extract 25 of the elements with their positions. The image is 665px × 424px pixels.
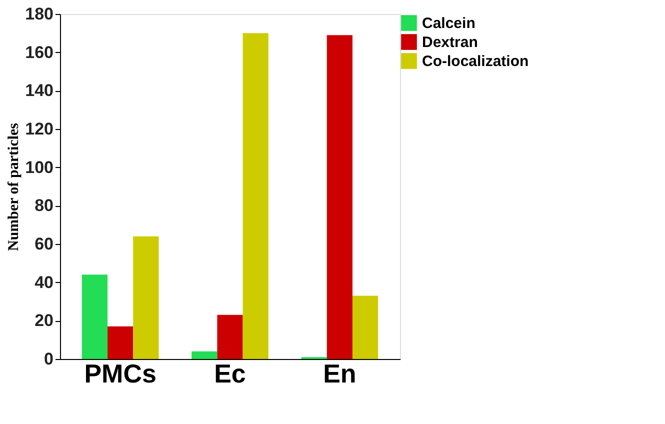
y-tick-label: 80 xyxy=(34,196,54,216)
y-tick-label: 40 xyxy=(34,272,54,292)
legend-label: Dextran xyxy=(422,34,478,51)
x-tick-label: En xyxy=(323,358,356,388)
y-axis-title: Number of particles xyxy=(6,122,22,252)
legend-label: Co-localization xyxy=(422,53,529,70)
bar xyxy=(192,351,218,359)
legend-label: Calcein xyxy=(422,15,476,32)
y-tick-label: 100 xyxy=(25,158,54,177)
y-tick-label: 120 xyxy=(25,120,54,138)
bar xyxy=(352,296,378,359)
y-tick-label: 140 xyxy=(25,81,54,100)
bar xyxy=(242,33,268,359)
y-tick-label: 20 xyxy=(34,311,54,330)
x-tick-label: PMCs xyxy=(84,358,156,388)
x-tick-label: Ec xyxy=(214,358,246,388)
bar xyxy=(217,314,243,359)
y-tick-label: 180 xyxy=(25,4,54,24)
bar xyxy=(82,274,108,359)
bar xyxy=(108,326,134,359)
bar xyxy=(326,35,352,359)
bar xyxy=(133,236,159,359)
y-tick-label: 0 xyxy=(44,350,54,368)
y-tick-label: 160 xyxy=(25,42,54,62)
y-tick-label: 60 xyxy=(34,234,54,254)
